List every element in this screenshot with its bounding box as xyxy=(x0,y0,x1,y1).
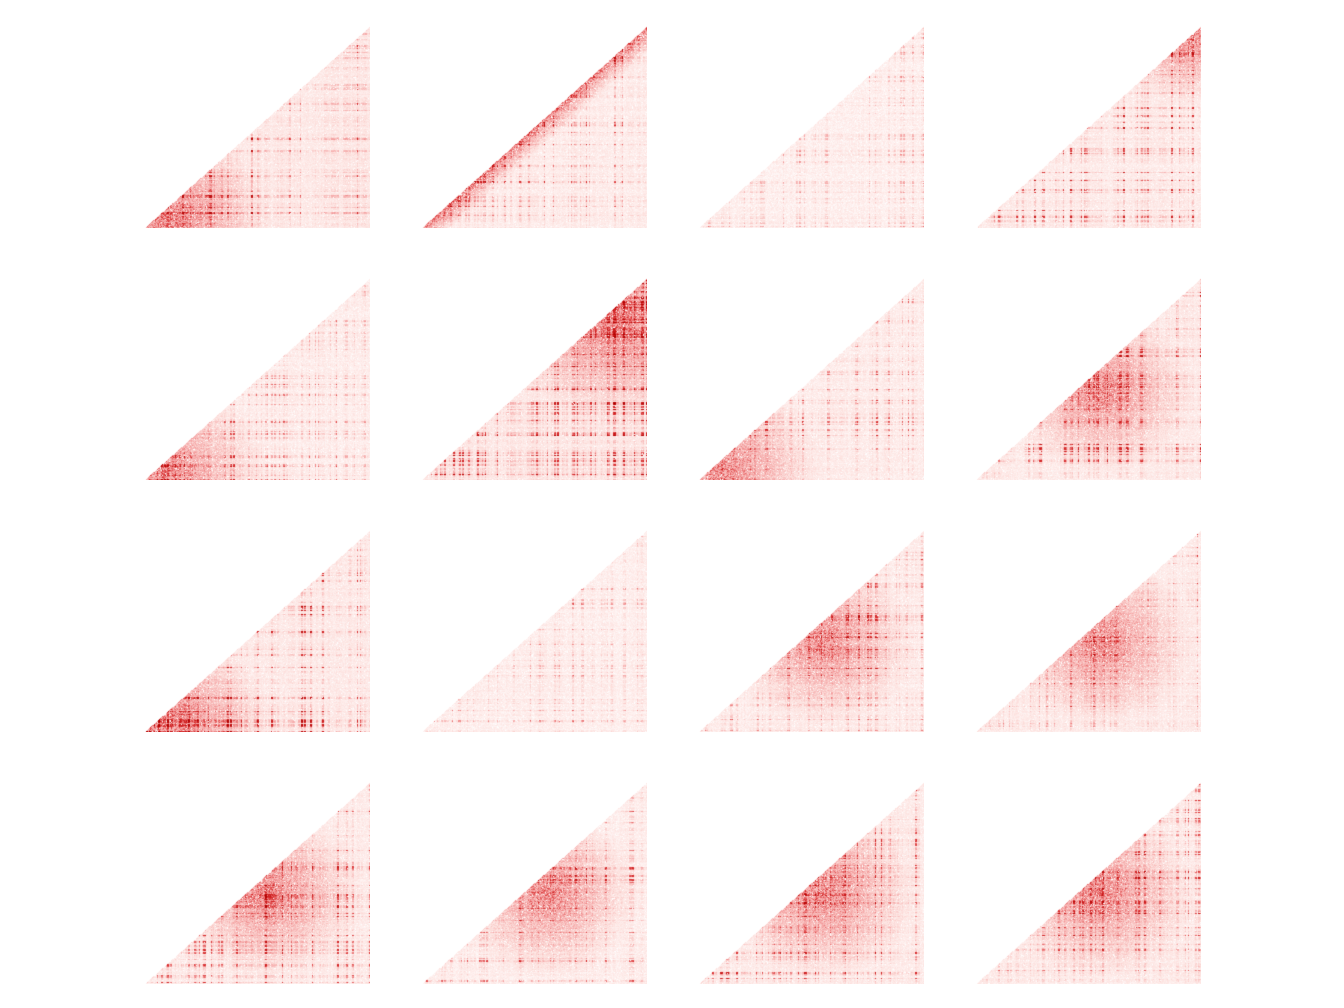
heatmap-panel xyxy=(144,26,370,228)
heatmap-cells xyxy=(975,278,1201,480)
heatmap-cells xyxy=(144,26,370,228)
heatmap-panel xyxy=(698,278,924,480)
heatmap-panel xyxy=(698,530,924,732)
heatmap-panel xyxy=(975,530,1201,732)
heatmap-panel xyxy=(421,530,647,732)
heatmap-cells xyxy=(421,278,647,480)
heatmap-panel xyxy=(421,782,647,984)
heatmap-cells xyxy=(144,278,370,480)
heatmap-cells xyxy=(698,278,924,480)
heatmap-cells xyxy=(421,26,647,228)
heatmap-cells xyxy=(421,782,647,984)
heatmap-panel xyxy=(421,26,647,228)
heatmap-panel xyxy=(698,782,924,984)
heatmap-panel xyxy=(975,278,1201,480)
heatmap-cells xyxy=(698,530,924,732)
heatmap-cells xyxy=(144,782,370,984)
heatmap-panel xyxy=(975,26,1201,228)
heatmap-cells xyxy=(975,530,1201,732)
heatmap-panel xyxy=(975,782,1201,984)
heatmap-panel xyxy=(421,278,647,480)
heatmap-panel xyxy=(698,26,924,228)
heatmap-cells xyxy=(421,530,647,732)
heatmap-cells xyxy=(975,782,1201,984)
heatmap-cells xyxy=(144,530,370,732)
heatmap-cells xyxy=(698,782,924,984)
heatmap-panel xyxy=(144,530,370,732)
heatmap-cells xyxy=(975,26,1201,228)
heatmap-panel xyxy=(144,278,370,480)
heatmap-panel xyxy=(144,782,370,984)
heatmap-cells xyxy=(698,26,924,228)
